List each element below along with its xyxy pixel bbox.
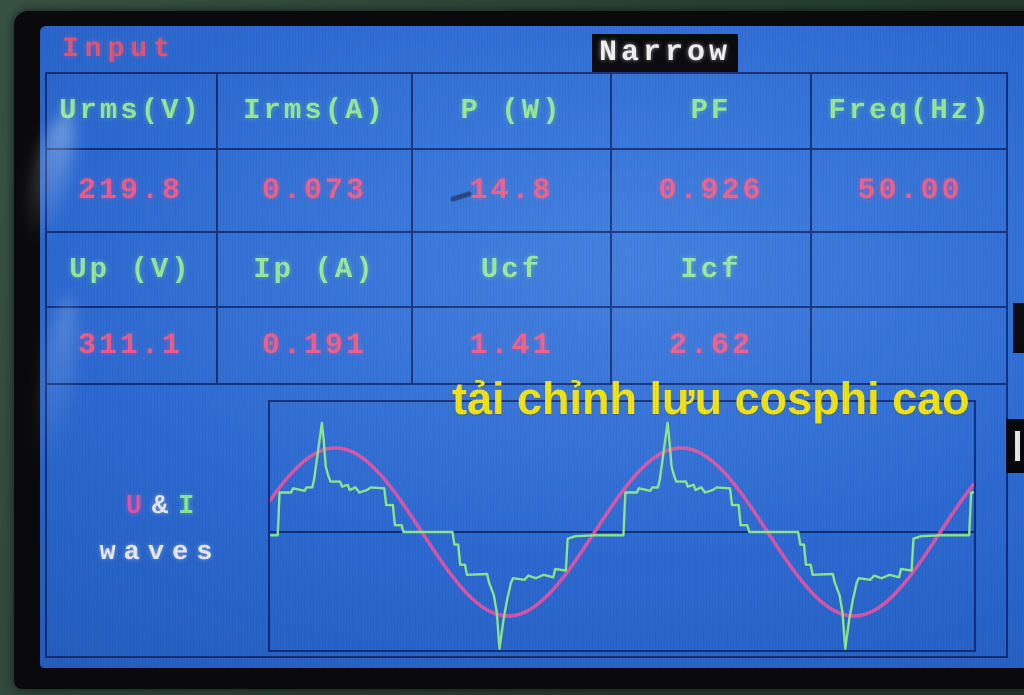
table-value-cell bbox=[812, 308, 1008, 385]
table-header-cell: Irms(A) bbox=[218, 72, 413, 150]
table-header-cell: Urms(V) bbox=[45, 72, 218, 150]
ampersand-label: & bbox=[151, 492, 169, 522]
table-value-cell: 50.00 bbox=[812, 150, 1008, 233]
u-wave-path bbox=[270, 446, 974, 618]
table-header-cell: Icf bbox=[612, 233, 812, 308]
table-value-cell: 0.926 bbox=[612, 150, 812, 233]
waveform-panel bbox=[268, 400, 976, 652]
meter-table: Urms(V) Irms(A) P (W) PF Freq(Hz) 219.8 0.073 1… bbox=[45, 72, 1008, 385]
table-value-cell: 219.8 bbox=[45, 150, 218, 233]
table-value-cell: 1.41 bbox=[413, 308, 612, 385]
table-header-cell: Ucf bbox=[413, 233, 612, 308]
u-wave-label: U bbox=[125, 492, 142, 522]
table-header-cell: P (W) bbox=[413, 72, 612, 150]
table-value-cell: 2.62 bbox=[612, 308, 812, 385]
table-value-cell: 0.191 bbox=[218, 308, 413, 385]
table-value-cell: 14.8 bbox=[413, 150, 612, 233]
table-header-cell bbox=[812, 233, 1008, 308]
cropped-glyph bbox=[1015, 431, 1020, 461]
table-header-cell: PF bbox=[612, 72, 812, 150]
table-header-cell: Freq(Hz) bbox=[812, 72, 1008, 150]
waves-label: waves bbox=[99, 538, 221, 568]
meter-screen: Input Narrow Urms(V) Irms(A) P (W) PF Freq(H… bbox=[18, 26, 1024, 668]
waveform-legend: U & I waves bbox=[80, 484, 240, 576]
cropped-edge-fragment bbox=[1013, 303, 1024, 353]
table-header-cell: Ip (A) bbox=[218, 233, 413, 308]
mode-badge: Narrow bbox=[592, 34, 738, 72]
i-wave-label: I bbox=[178, 492, 195, 522]
cropped-edge-fragment bbox=[1006, 419, 1024, 473]
photo-caption-overlay: tải chỉnh lưu cosphi cao bbox=[452, 373, 970, 424]
page-title: Input bbox=[62, 34, 177, 65]
i-wave-path bbox=[270, 421, 974, 650]
waveform-plot bbox=[270, 421, 974, 650]
table-value-cell: 0.073 bbox=[218, 150, 413, 233]
table-value-cell: 311.1 bbox=[45, 308, 218, 385]
table-header-cell: Up (V) bbox=[45, 233, 218, 308]
